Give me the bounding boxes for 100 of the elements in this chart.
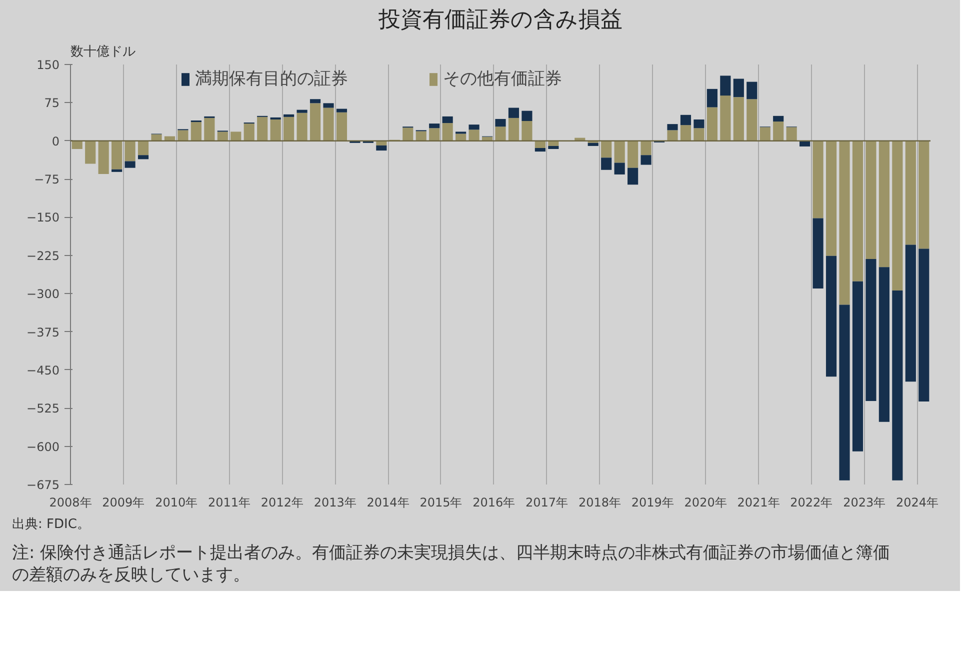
- bar: [124, 161, 136, 168]
- bar: [601, 140, 612, 158]
- bar: [310, 103, 321, 141]
- bar: [508, 118, 520, 141]
- bar: [244, 124, 254, 141]
- y-tick-label: −375: [26, 325, 60, 340]
- x-tick-label: 2008年: [49, 496, 92, 510]
- bar: [878, 267, 890, 422]
- bar: [323, 108, 334, 141]
- bar: [601, 158, 612, 170]
- x-tick-label: 2014年: [366, 496, 410, 510]
- bar: [773, 116, 784, 122]
- x-tick-label: 2012年: [260, 496, 304, 510]
- x-tick-label: 2010年: [155, 496, 198, 510]
- bar: [694, 119, 704, 128]
- bar: [534, 148, 546, 152]
- bar: [839, 140, 850, 305]
- y-tick-label: 75: [44, 96, 60, 110]
- bar: [72, 140, 82, 150]
- x-tick-label: 2019年: [631, 496, 674, 510]
- bar: [640, 140, 652, 156]
- x-tick-label: 2020年: [684, 496, 727, 510]
- y-tick-label: −525: [26, 402, 60, 416]
- bar: [680, 114, 692, 126]
- bar: [495, 126, 506, 141]
- y-tick-label: −675: [26, 478, 60, 492]
- bar: [138, 140, 149, 156]
- text: 注: 保険付き通話レポート提出者のみ。有価証券の未実現損失は、四半期末時点の非株式有価証券の市場価値と簿価の差額のみを反映しています。: [12, 543, 892, 586]
- bar: [429, 128, 440, 141]
- bar: [296, 112, 308, 141]
- bar: [667, 124, 678, 130]
- bar: [495, 118, 506, 127]
- bar: [628, 140, 638, 168]
- bar: [746, 82, 758, 100]
- bar: [892, 290, 903, 480]
- bar: [416, 131, 426, 141]
- bar: [190, 122, 202, 141]
- bar: [878, 140, 890, 268]
- bar: [614, 162, 625, 174]
- bar: [310, 99, 321, 104]
- y-tick-label: 0: [52, 134, 60, 148]
- bar: [548, 146, 559, 150]
- bar: [151, 134, 162, 141]
- bar: [812, 218, 824, 288]
- bar: [456, 134, 466, 141]
- bar: [336, 108, 348, 112]
- y-tick-label: −600: [26, 440, 60, 454]
- y-tick-label: 150: [36, 58, 60, 72]
- y-tick-label: −300: [26, 287, 60, 302]
- bar: [866, 140, 876, 259]
- bar: [468, 124, 480, 130]
- bar: [217, 132, 228, 141]
- bar: [230, 132, 242, 141]
- bar: [284, 114, 294, 117]
- x-tick-label: 2009年: [102, 496, 145, 510]
- legend-label: その他有価証券: [443, 68, 562, 90]
- bar: [336, 112, 348, 141]
- y-axis-title: 数十億ドル: [70, 44, 136, 60]
- bar: [270, 119, 281, 141]
- bar: [522, 110, 532, 122]
- bar: [588, 142, 598, 146]
- y-tick-label: −450: [26, 363, 60, 378]
- bar: [892, 140, 903, 291]
- bar: [442, 123, 453, 141]
- bar: [706, 88, 718, 108]
- bar: [746, 99, 758, 141]
- bar: [640, 155, 652, 165]
- bar: [284, 116, 294, 141]
- bar: [508, 108, 520, 118]
- x-tick-label: 2021年: [737, 496, 780, 510]
- bar: [760, 127, 770, 141]
- bar: [852, 140, 864, 282]
- x-tick-label: 2017年: [526, 496, 568, 510]
- bar: [376, 145, 387, 151]
- x-tick-label: 2023年: [843, 496, 886, 510]
- legend-label: 満期保有目的の証券: [195, 68, 348, 90]
- bar: [852, 281, 864, 452]
- x-tick-label: 2018年: [578, 496, 622, 510]
- x-tick-label: 2011年: [208, 496, 251, 510]
- source-note: 出典: FDIC。: [12, 517, 90, 534]
- bar: [812, 140, 824, 218]
- bar: [826, 256, 837, 377]
- bar: [786, 127, 797, 141]
- bar: [112, 169, 122, 172]
- y-tick-label: −150: [26, 210, 60, 225]
- bar: [124, 140, 136, 162]
- bar: [866, 258, 876, 402]
- bar: [733, 97, 744, 141]
- bar: [905, 244, 916, 382]
- bar: [85, 140, 96, 164]
- bar: [522, 121, 532, 141]
- bar: [468, 130, 480, 141]
- bar: [733, 78, 744, 98]
- bar: [257, 116, 268, 141]
- bar: [667, 130, 678, 141]
- x-tick-label: 2022年: [790, 496, 833, 510]
- bar: [918, 140, 930, 249]
- bar: [429, 124, 440, 128]
- x-tick-label: 2024年: [896, 496, 939, 510]
- x-tick-label: 2015年: [420, 496, 462, 510]
